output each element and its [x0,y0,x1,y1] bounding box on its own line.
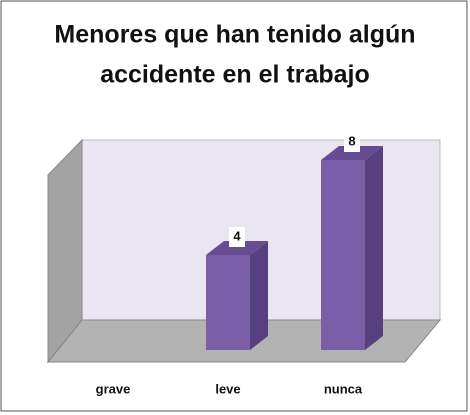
chart-title: Menores que han tenido algún [54,21,415,49]
bar-side [365,146,383,350]
bar-top [206,241,268,255]
data-label: 4 [233,228,241,243]
chart-title: accidente en el trabajo [100,61,370,89]
data-label: 8 [348,133,355,148]
x-tick-label: leve [215,381,240,396]
bar-top [321,146,383,160]
x-tick-label: grave [96,381,131,396]
data-label-box [229,227,245,247]
x-tick-label: nunca [324,381,363,396]
bar-side [250,241,268,350]
bar [206,255,250,350]
bar [321,160,365,350]
data-label-box [344,132,360,152]
